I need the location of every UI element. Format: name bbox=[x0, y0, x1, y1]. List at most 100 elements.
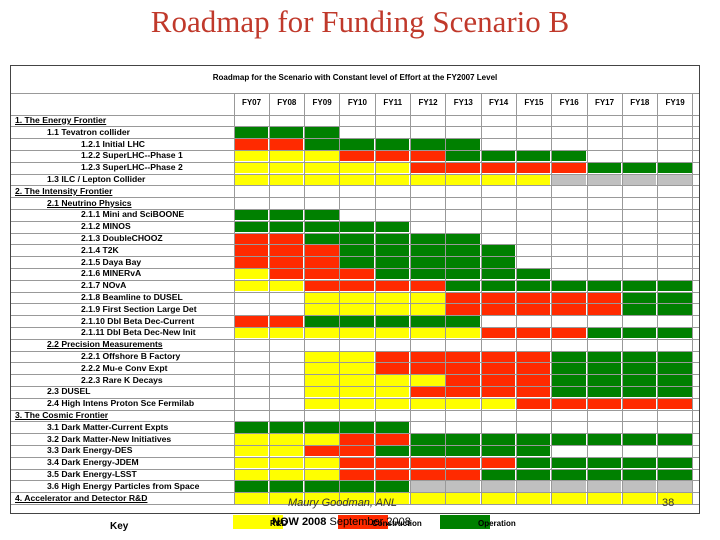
footer-date: September 2008 bbox=[329, 516, 411, 528]
schedule-cell bbox=[587, 292, 621, 303]
schedule-cell bbox=[587, 362, 621, 374]
schedule-cell bbox=[657, 280, 692, 292]
grid-line bbox=[445, 93, 447, 505]
schedule-cell bbox=[304, 150, 339, 162]
schedule-cell bbox=[304, 303, 339, 315]
grid-line bbox=[374, 93, 376, 505]
schedule-cell bbox=[445, 351, 480, 362]
grid-line bbox=[11, 185, 699, 187]
schedule-cell bbox=[622, 351, 657, 362]
schedule-cell bbox=[375, 256, 410, 268]
schedule-cell bbox=[339, 221, 374, 233]
schedule-cell bbox=[234, 268, 268, 280]
schedule-cell bbox=[516, 374, 551, 386]
schedule-cell bbox=[375, 445, 410, 457]
schedule-cell bbox=[234, 138, 268, 150]
schedule-cell bbox=[304, 244, 339, 256]
row-label: 3.2 Dark Matter-New Initiatives bbox=[47, 433, 172, 444]
schedule-cell bbox=[410, 492, 445, 504]
schedule-cell bbox=[445, 492, 480, 504]
schedule-cell bbox=[551, 174, 586, 185]
schedule-cell bbox=[234, 256, 268, 268]
schedule-cell bbox=[445, 315, 480, 327]
schedule-cell bbox=[410, 268, 445, 280]
year-header: FY09 bbox=[312, 98, 332, 107]
row-label: 2.2.2 Mu-e Conv Expt bbox=[81, 362, 168, 373]
grid-line bbox=[11, 126, 699, 128]
schedule-cell bbox=[339, 480, 374, 492]
schedule-cell bbox=[304, 221, 339, 233]
row-label: 1.2.3 SuperLHC--Phase 2 bbox=[81, 162, 183, 173]
schedule-cell bbox=[410, 174, 445, 185]
schedule-cell bbox=[304, 256, 339, 268]
grid-line bbox=[480, 93, 482, 505]
schedule-cell bbox=[339, 150, 374, 162]
schedule-cell bbox=[375, 351, 410, 362]
schedule-cell bbox=[516, 327, 551, 339]
schedule-cell bbox=[410, 457, 445, 469]
grid-line bbox=[11, 220, 699, 222]
schedule-cell bbox=[410, 315, 445, 327]
schedule-cell bbox=[269, 174, 304, 185]
schedule-cell bbox=[657, 457, 692, 469]
schedule-cell bbox=[445, 469, 480, 480]
schedule-cell bbox=[269, 492, 304, 504]
year-header: FY13 bbox=[453, 98, 473, 107]
grid-line bbox=[11, 267, 699, 269]
schedule-cell bbox=[339, 292, 374, 303]
grid-line bbox=[11, 279, 699, 281]
schedule-cell bbox=[657, 162, 692, 174]
schedule-cell bbox=[234, 280, 268, 292]
schedule-cell bbox=[269, 327, 304, 339]
schedule-cell bbox=[410, 244, 445, 256]
schedule-cell bbox=[304, 351, 339, 362]
schedule-cell bbox=[339, 492, 374, 504]
footer-event: NOW 2008 September 2008 bbox=[272, 516, 411, 528]
row-label: 2.3 DUSEL bbox=[47, 386, 91, 397]
table-caption: Roadmap for the Scenario with Constant l… bbox=[212, 73, 498, 82]
grid-line bbox=[586, 93, 588, 505]
row-label: 3.5 Dark Energy-LSST bbox=[47, 469, 137, 479]
schedule-cell bbox=[234, 421, 268, 433]
row-label: 1.2.1 Initial LHC bbox=[81, 138, 145, 149]
schedule-cell bbox=[304, 421, 339, 433]
row-label: 2.1.1 Mini and SciBOONE bbox=[81, 209, 185, 220]
schedule-cell bbox=[375, 374, 410, 386]
slide-title: Roadmap for Funding Scenario B bbox=[150, 4, 570, 39]
schedule-cell bbox=[375, 386, 410, 398]
grid-line bbox=[268, 93, 270, 505]
schedule-cell bbox=[269, 209, 304, 221]
schedule-cell bbox=[234, 209, 268, 221]
row-label: 2.2.1 Offshore B Factory bbox=[81, 351, 181, 361]
schedule-cell bbox=[234, 126, 268, 138]
schedule-cell bbox=[269, 268, 304, 280]
schedule-cell bbox=[339, 445, 374, 457]
row-label: 2.1.6 MINERvA bbox=[81, 268, 142, 279]
schedule-cell bbox=[516, 268, 551, 280]
year-header: FY12 bbox=[418, 98, 438, 107]
schedule-cell bbox=[375, 480, 410, 492]
schedule-cell bbox=[551, 351, 586, 362]
schedule-cell bbox=[657, 303, 692, 315]
roadmap-table: Roadmap for the Scenario with Constant l… bbox=[10, 65, 700, 514]
schedule-cell bbox=[481, 174, 516, 185]
schedule-cell bbox=[234, 480, 268, 492]
schedule-cell bbox=[516, 150, 551, 162]
schedule-cell bbox=[481, 150, 516, 162]
schedule-cell bbox=[445, 374, 480, 386]
schedule-cell bbox=[622, 398, 657, 410]
schedule-cell bbox=[587, 174, 621, 185]
schedule-cell bbox=[375, 421, 410, 433]
schedule-cell bbox=[445, 244, 480, 256]
schedule-cell bbox=[516, 480, 551, 492]
schedule-cell bbox=[445, 445, 480, 457]
schedule-cell bbox=[622, 292, 657, 303]
schedule-cell bbox=[375, 268, 410, 280]
schedule-cell bbox=[622, 433, 657, 445]
schedule-cell bbox=[375, 150, 410, 162]
schedule-cell bbox=[410, 233, 445, 244]
schedule-cell bbox=[339, 469, 374, 480]
schedule-cell bbox=[445, 362, 480, 374]
row-label: 2.2 Precision Measurements bbox=[47, 339, 163, 350]
schedule-cell bbox=[657, 469, 692, 480]
